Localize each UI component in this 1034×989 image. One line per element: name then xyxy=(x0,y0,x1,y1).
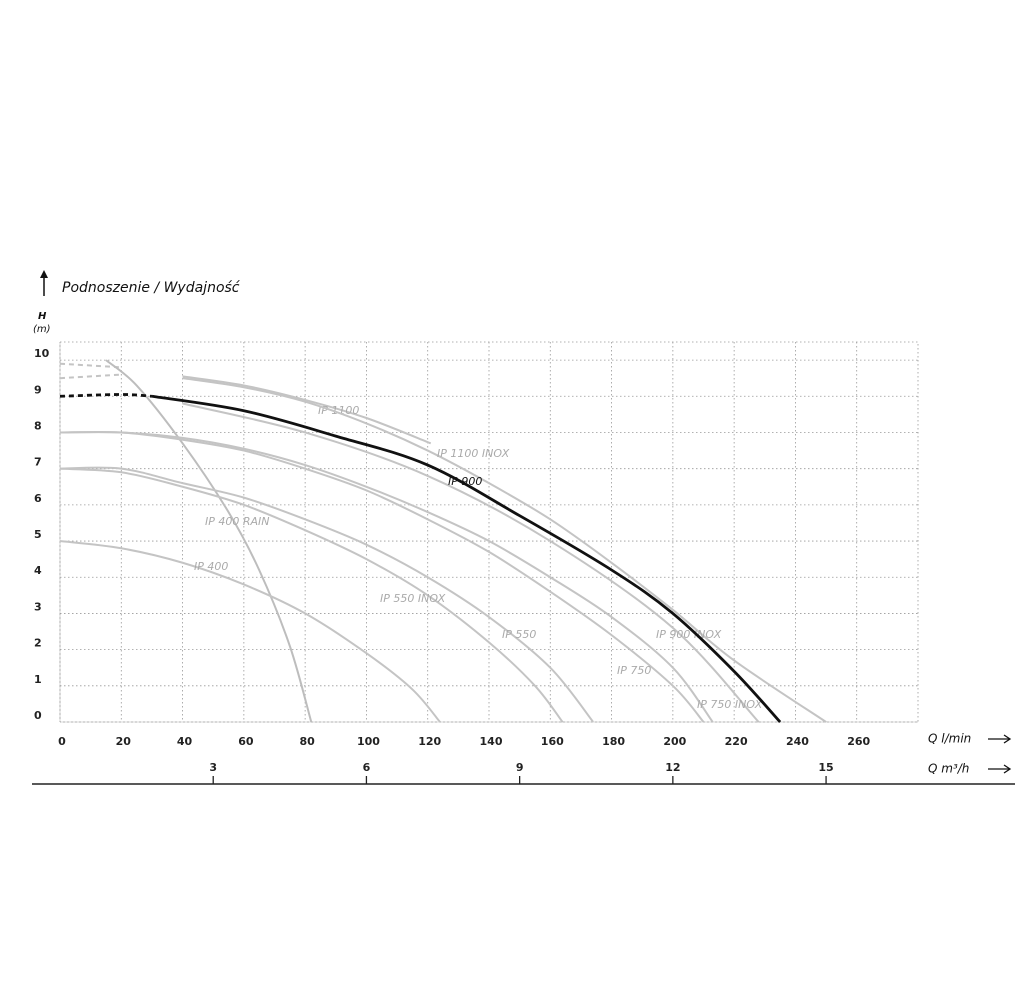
curve xyxy=(182,375,432,445)
curve xyxy=(182,402,760,723)
series-label: IP 750 INOX xyxy=(697,698,763,711)
series-label: IP 750 xyxy=(617,664,651,677)
series-label: IP 400 RAIN xyxy=(205,515,270,528)
curve xyxy=(105,359,313,723)
curve xyxy=(182,377,827,723)
series-label: IP 1100 INOX xyxy=(437,447,510,460)
x-tick-label: 40 xyxy=(177,735,193,748)
x-tick-label: 80 xyxy=(299,735,315,748)
x-tick-label: 60 xyxy=(238,735,254,748)
y-tick-label: 7 xyxy=(34,456,42,469)
x-tick-label: 100 xyxy=(357,735,380,748)
x2-tick-label: 9 xyxy=(516,761,524,774)
x-tick-label: 220 xyxy=(725,735,748,748)
x-tick-label: 180 xyxy=(602,735,625,748)
y-unit: (m) xyxy=(33,324,51,335)
curve-dashed xyxy=(59,373,122,380)
x-tick-label: 140 xyxy=(480,735,503,748)
y-tick-label: 1 xyxy=(34,673,42,686)
series-label: IP 900 INOX xyxy=(656,628,722,641)
series-label: IP 550 INOX xyxy=(380,592,446,605)
y-tick-label: 8 xyxy=(34,419,42,432)
y-tick-label: 2 xyxy=(34,637,42,650)
y-label: H xyxy=(38,311,47,322)
arrow-head xyxy=(40,270,48,278)
curve xyxy=(59,430,705,723)
curve-dashed xyxy=(59,393,153,398)
series-label: IP 400 xyxy=(194,560,228,573)
x-tick-label: 0 xyxy=(58,735,66,748)
curve xyxy=(59,540,441,723)
curve xyxy=(151,394,782,723)
x2-tick-label: 15 xyxy=(818,761,833,774)
arrow xyxy=(988,764,1012,774)
y-tick-label: 9 xyxy=(34,383,42,396)
x2-tick-label: 12 xyxy=(665,761,680,774)
y-tick-label: 0 xyxy=(34,709,42,722)
curve xyxy=(59,466,594,723)
series-label: IP 550 xyxy=(502,628,536,641)
x-tick-label: 260 xyxy=(847,735,870,748)
curve xyxy=(59,467,564,723)
series-label: IP 1100 xyxy=(318,404,359,417)
curve xyxy=(59,431,714,723)
y-tick-label: 5 xyxy=(34,528,42,541)
x-label: Q l/min xyxy=(928,732,971,746)
x-tick-label: 120 xyxy=(418,735,441,748)
series-label: IP 900 xyxy=(448,475,482,488)
arrow xyxy=(988,734,1012,744)
x-tick-label: 200 xyxy=(663,735,686,748)
y-tick-label: 4 xyxy=(34,564,42,577)
x2-tick-label: 3 xyxy=(209,761,217,774)
x-tick-label: 20 xyxy=(116,735,132,748)
x2-tick-label: 6 xyxy=(363,761,371,774)
y-tick-label: 6 xyxy=(34,492,42,505)
chart-title: Podnoszenie / Wydajność xyxy=(62,280,241,296)
y-tick-label: 10 xyxy=(34,347,50,360)
x2-label: Q m³/h xyxy=(928,762,969,776)
x-tick-label: 240 xyxy=(786,735,809,748)
x-tick-label: 160 xyxy=(541,735,564,748)
y-tick-label: 3 xyxy=(34,600,42,613)
curve-dashed xyxy=(59,362,122,369)
